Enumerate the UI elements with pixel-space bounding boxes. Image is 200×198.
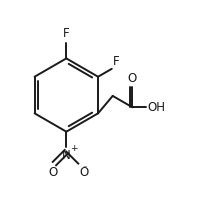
- Text: F: F: [63, 27, 70, 40]
- Text: OH: OH: [147, 101, 165, 114]
- Text: O: O: [128, 72, 137, 85]
- Text: F: F: [113, 55, 120, 68]
- Text: O: O: [49, 166, 58, 179]
- Text: O: O: [79, 166, 88, 179]
- Text: ⁻: ⁻: [83, 165, 87, 174]
- Text: +: +: [70, 144, 77, 153]
- Text: N: N: [62, 149, 71, 162]
